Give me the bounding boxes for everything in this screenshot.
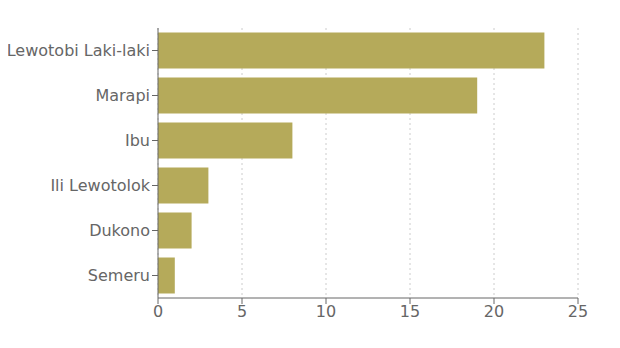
svg-text:Lewotobi Laki-laki: Lewotobi Laki-laki	[8, 41, 150, 60]
svg-text:Ibu: Ibu	[125, 131, 150, 150]
svg-text:0: 0	[153, 302, 163, 321]
svg-text:Semeru: Semeru	[88, 266, 150, 285]
svg-text:Dukono: Dukono	[89, 221, 150, 240]
svg-text:Marapi: Marapi	[95, 86, 150, 105]
svg-text:5: 5	[237, 302, 247, 321]
svg-text:20: 20	[484, 302, 504, 321]
svg-text:10: 10	[316, 302, 336, 321]
svg-text:25: 25	[568, 302, 588, 321]
svg-text:15: 15	[400, 302, 420, 321]
svg-text:Ili Lewotolok: Ili Lewotolok	[50, 176, 150, 195]
